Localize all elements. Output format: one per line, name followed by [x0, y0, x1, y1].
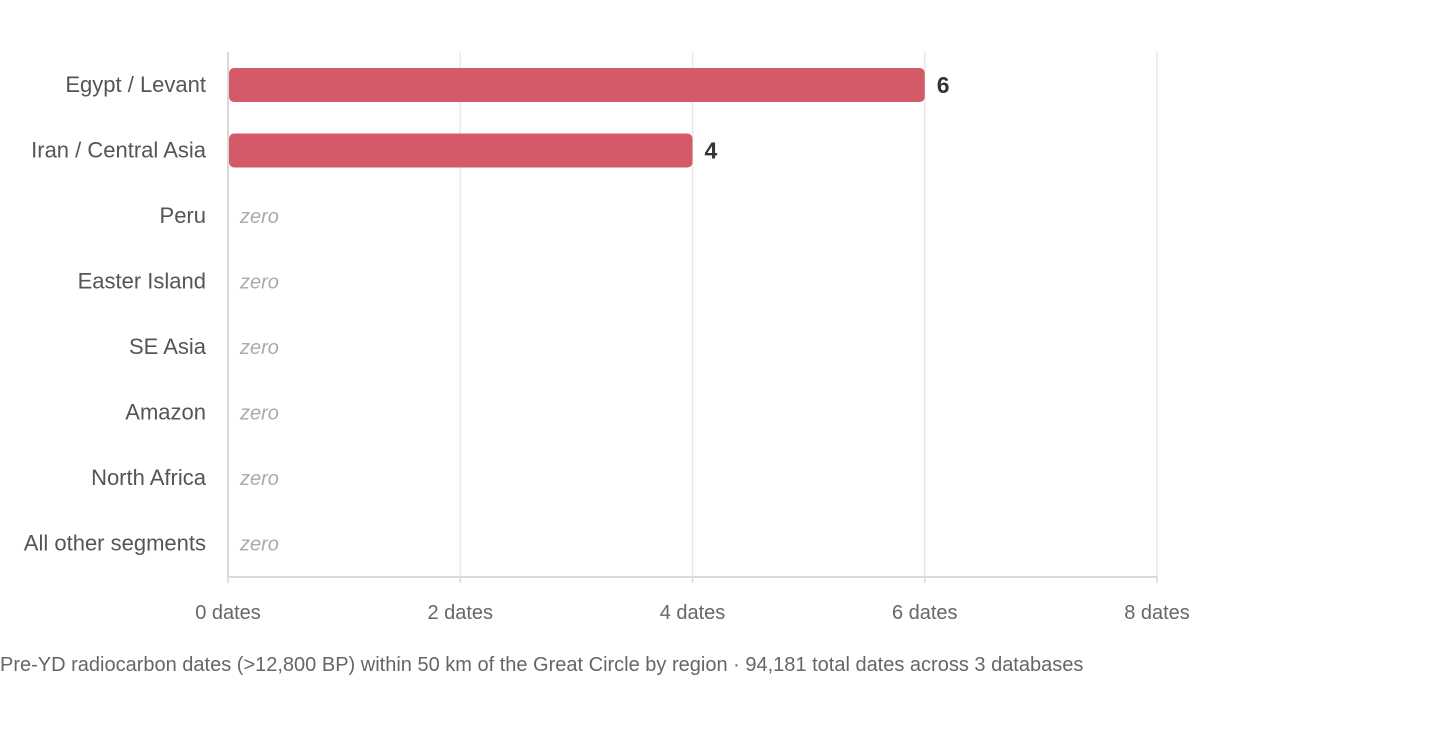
category-label: SE Asia	[129, 334, 207, 359]
x-tick-label: 8 dates	[1124, 602, 1190, 624]
chart-canvas: 0 dates 2 dates 4 dates 6 dates 8 dates Egypt…	[24, 52, 1190, 624]
zero-value-label: zero	[239, 206, 279, 228]
x-tick-label: 6 dates	[892, 602, 958, 624]
category-label: Iran / Central Asia	[31, 138, 207, 163]
category-label: Egypt / Levant	[65, 72, 206, 97]
x-tick-label: 2 dates	[427, 602, 493, 624]
bar	[229, 133, 693, 168]
zero-value-label: zero	[239, 468, 279, 490]
zero-value-label: zero	[239, 403, 279, 425]
category-label: Amazon	[125, 400, 206, 425]
bar	[229, 68, 925, 102]
zero-value-label: zero	[239, 534, 279, 556]
x-tick-label: 0 dates	[195, 602, 261, 624]
bar-value-label: 4	[705, 138, 718, 164]
category-label: All other segments	[24, 531, 206, 556]
zero-value-label: zero	[239, 337, 279, 359]
chart-caption: Pre-YD radiocarbon dates (>12,800 BP) wi…	[0, 654, 1084, 676]
category-label: Peru	[160, 203, 206, 228]
zero-value-label: zero	[239, 272, 279, 294]
category-label: Easter Island	[78, 269, 206, 294]
bar-chart: 0 dates 2 dates 4 dates 6 dates 8 dates Egypt…	[24, 52, 1190, 624]
x-tick-label: 4 dates	[660, 602, 726, 624]
bar-value-label: 6	[937, 72, 950, 98]
category-label: North Africa	[91, 465, 207, 490]
